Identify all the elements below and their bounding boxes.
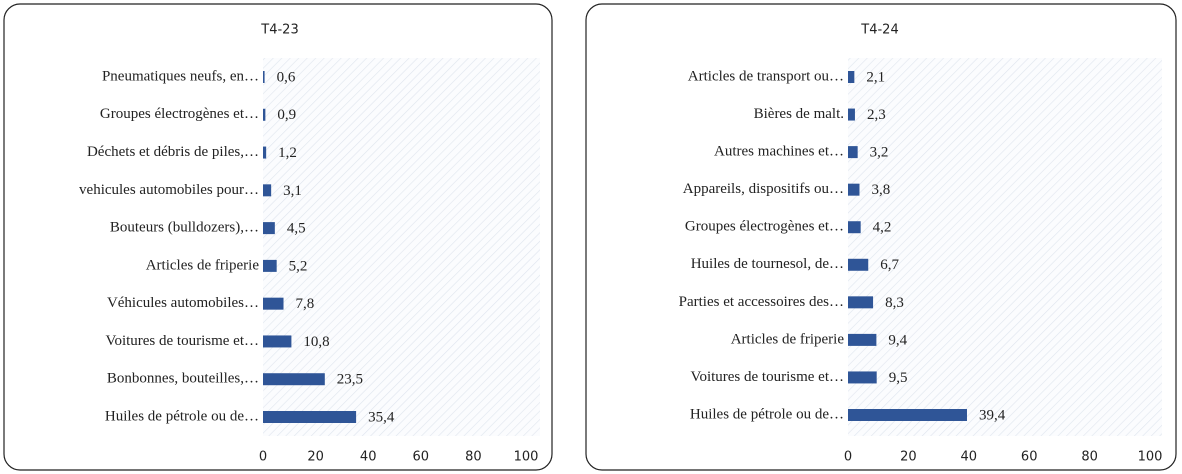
data-label: 4,2: [873, 220, 892, 236]
data-label: 35,4: [368, 409, 395, 425]
category-label: Parties et accessoires des…: [679, 294, 844, 310]
data-label: 8,3: [885, 295, 904, 311]
category-label: Voitures de tourisme et…: [691, 369, 844, 385]
bar: [263, 146, 267, 159]
bar: [263, 335, 292, 348]
data-label: 3,1: [283, 183, 302, 199]
x-tick-label: 0: [844, 450, 852, 465]
category-label: Autres machines et…: [714, 144, 844, 160]
data-label: 9,5: [889, 370, 908, 386]
category-label: Groupes électrogènes et…: [100, 106, 259, 122]
chart-title: T4-23: [260, 23, 298, 38]
data-label: 2,3: [867, 107, 886, 123]
x-tick-label: 100: [514, 450, 539, 465]
x-tick-label: 80: [1081, 450, 1098, 465]
plot-area: [263, 58, 540, 436]
data-label: 23,5: [337, 372, 363, 388]
bar: [848, 333, 877, 346]
bar: [263, 411, 357, 423]
category-label: Bonbonnes, bouteilles,…: [107, 371, 259, 387]
bar: [848, 108, 855, 121]
data-label: 0,9: [277, 107, 296, 123]
bar: [848, 221, 861, 234]
bar: [263, 373, 325, 386]
data-label: 4,5: [287, 221, 306, 237]
chart-title: T4-24: [860, 23, 898, 38]
category-label: Pneumatiques neufs, en…: [102, 68, 259, 84]
x-tick-label: 60: [1021, 450, 1038, 465]
data-label: 2,1: [866, 69, 885, 85]
category-label: Groupes électrogènes et…: [685, 219, 844, 235]
bar: [263, 222, 275, 235]
data-label: 9,4: [888, 332, 907, 348]
x-tick-label: 100: [1138, 450, 1163, 465]
x-tick-label: 20: [307, 450, 324, 465]
category-label: Appareils, dispositifs ou…: [683, 181, 844, 197]
x-tick-label: 40: [360, 450, 377, 465]
bar: [848, 183, 860, 196]
category-label: Véhicules automobiles…: [107, 295, 259, 311]
x-tick-label: 40: [961, 450, 978, 465]
bar: [263, 71, 265, 83]
bar: [848, 71, 855, 83]
bar: [848, 371, 877, 384]
bar: [263, 259, 277, 272]
category-label: Huiles de pétrole ou de…: [105, 408, 259, 424]
category-label: Huiles de tournesol, de…: [691, 256, 844, 272]
category-label: vehicules automobiles pour…: [79, 182, 259, 198]
bar: [263, 184, 272, 197]
category-label: Bières de malt.: [754, 106, 844, 122]
bar: [263, 297, 284, 310]
category-label: Bouteurs (bulldozers),…: [110, 220, 259, 236]
x-tick-label: 60: [413, 450, 430, 465]
category-label: Articles de friperie: [146, 257, 260, 273]
x-tick-label: 20: [900, 450, 917, 465]
bar: [263, 108, 266, 121]
data-label: 1,2: [278, 145, 297, 161]
category-label: Voitures de tourisme et…: [106, 333, 259, 349]
data-label: 3,8: [871, 182, 890, 198]
bar: [848, 296, 874, 309]
category-label: Huiles de pétrole ou de…: [690, 406, 844, 422]
category-label: Déchets et débris de piles,…: [87, 144, 259, 160]
data-label: 10,8: [303, 334, 329, 350]
data-label: 7,8: [296, 296, 315, 312]
data-label: 5,2: [289, 258, 308, 274]
data-label: 39,4: [979, 407, 1006, 423]
category-label: Articles de transport ou…: [688, 68, 844, 84]
bar: [848, 409, 967, 421]
data-label: 3,2: [870, 145, 889, 161]
bar: [848, 258, 869, 271]
data-label: 0,6: [277, 69, 296, 85]
data-label: 6,7: [880, 257, 899, 273]
x-tick-label: 80: [465, 450, 482, 465]
x-tick-label: 0: [259, 450, 267, 465]
bar: [848, 146, 858, 159]
category-label: Articles de friperie: [731, 331, 845, 347]
plot-area: [848, 58, 1162, 436]
